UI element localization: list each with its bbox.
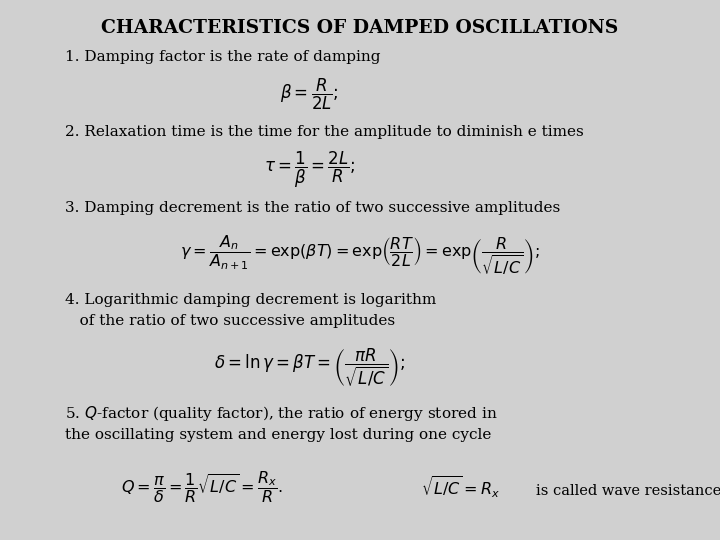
- Text: $\beta = \dfrac{R}{2L};$: $\beta = \dfrac{R}{2L};$: [280, 77, 339, 112]
- Text: $Q = \dfrac{\pi}{\delta} = \dfrac{1}{R}\sqrt{L/C} = \dfrac{R_x}{R}.$: $Q = \dfrac{\pi}{\delta} = \dfrac{1}{R}\…: [121, 469, 282, 505]
- Text: 1. Damping factor is the rate of damping: 1. Damping factor is the rate of damping: [65, 50, 380, 64]
- Text: of the ratio of two successive amplitudes: of the ratio of two successive amplitude…: [65, 314, 395, 328]
- Text: CHARACTERISTICS OF DAMPED OSCILLATIONS: CHARACTERISTICS OF DAMPED OSCILLATIONS: [102, 19, 618, 37]
- Text: is called wave resistance.: is called wave resistance.: [536, 484, 720, 498]
- Text: $\sqrt{L/C} = R_x$: $\sqrt{L/C} = R_x$: [421, 474, 500, 500]
- Text: 5. $Q$-factor (quality factor), the ratio of energy stored in: 5. $Q$-factor (quality factor), the rati…: [65, 403, 498, 423]
- Text: the oscillating system and energy lost during one cycle: the oscillating system and energy lost d…: [65, 428, 491, 442]
- Text: $\gamma = \dfrac{A_n}{A_{n+1}} = \exp(\beta T) = \exp\!\left(\dfrac{RT}{2L}\righ: $\gamma = \dfrac{A_n}{A_{n+1}} = \exp(\b…: [180, 233, 540, 276]
- Text: $\tau = \dfrac{1}{\beta} = \dfrac{2L}{R};$: $\tau = \dfrac{1}{\beta} = \dfrac{2L}{R}…: [264, 150, 355, 190]
- Text: $\delta = \ln \gamma = \beta T = \left(\dfrac{\pi R}{\sqrt{L/C}}\right);$: $\delta = \ln \gamma = \beta T = \left(\…: [214, 347, 405, 389]
- Text: 2. Relaxation time is the time for the amplitude to diminish e times: 2. Relaxation time is the time for the a…: [65, 125, 583, 139]
- Text: 4. Logarithmic damping decrement is logarithm: 4. Logarithmic damping decrement is loga…: [65, 293, 436, 307]
- Text: 3. Damping decrement is the ratio of two successive amplitudes: 3. Damping decrement is the ratio of two…: [65, 201, 560, 215]
